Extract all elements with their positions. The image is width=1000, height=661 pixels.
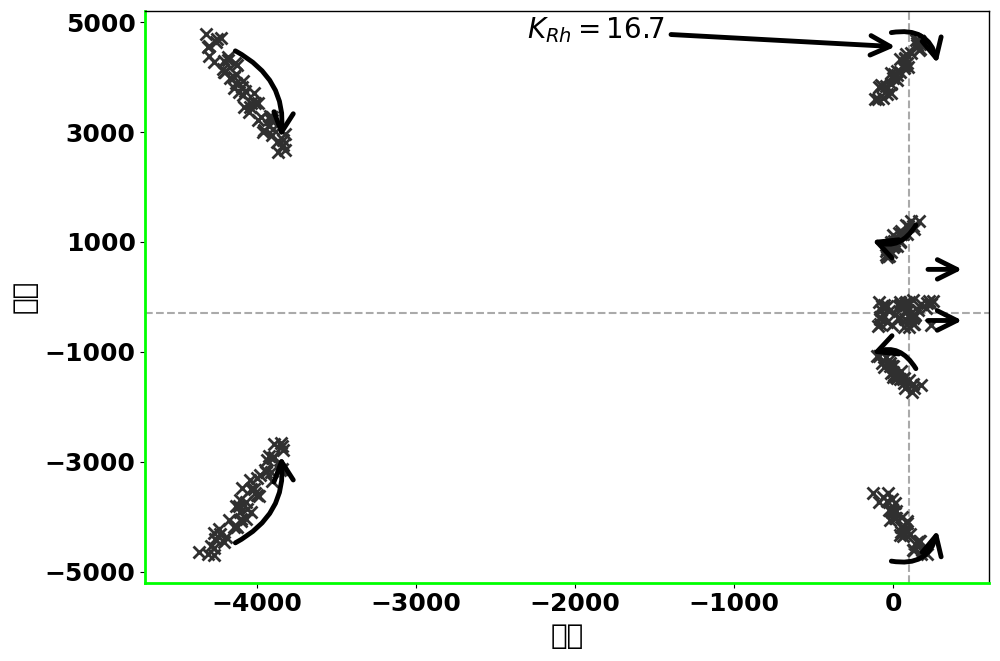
Text: $K_{Rh}=16.7$: $K_{Rh}=16.7$ [527, 16, 890, 55]
X-axis label: 实轴: 实轴 [551, 622, 584, 650]
Y-axis label: 虚轴: 虚轴 [11, 280, 39, 313]
